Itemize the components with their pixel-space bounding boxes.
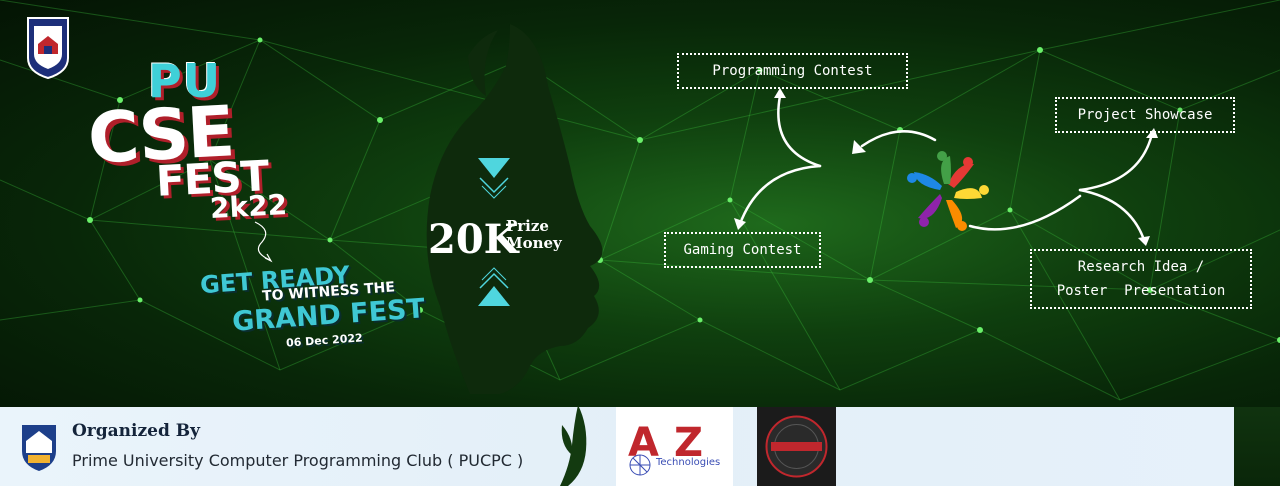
footer-corner-decoration [1234,407,1280,486]
head-silhouette [426,24,603,394]
club-logo [22,425,56,471]
title-pu: PU [148,54,222,108]
sponsor-letter-a: A [628,420,659,466]
activity-programming-contest: Programming Contest [677,53,908,89]
activity-connectors [734,88,1158,246]
chevron-down-icon [478,158,510,199]
prize-label-line1: Prize [506,217,549,235]
circuit-icon [629,454,651,476]
university-logo [27,17,69,80]
chevron-up-icon [478,267,510,306]
event-banner: PU CSE FEST 2k22 GET READY TO WITNESS TH… [0,0,1280,407]
footer-bar: Organized By Prime University Computer P… [0,405,1280,486]
sponsor-az-technologies-logo: A Z Technologies [616,407,733,486]
community-logo [907,151,989,231]
sponsor-tagline: Technologies [656,457,721,468]
sponsor-badge-logo [757,407,836,486]
badge-icon [765,415,828,478]
prize-label: Prize Money [506,218,562,252]
curly-arrow-icon [254,221,273,263]
organizer-name: Prime University Computer Programming Cl… [72,451,524,470]
activity-gaming-contest: Gaming Contest [664,232,821,268]
organized-by-label: Organized By [72,421,201,441]
prize-label-line2: Money [506,234,562,252]
sponsor-letter-z: Z [674,420,704,466]
activity-project-showcase: Project Showcase [1055,97,1235,133]
leaf-decoration [560,405,587,486]
activity-research-poster: Research Idea / Poster Presentation [1030,249,1252,309]
prize-amount: 20K [428,216,519,263]
